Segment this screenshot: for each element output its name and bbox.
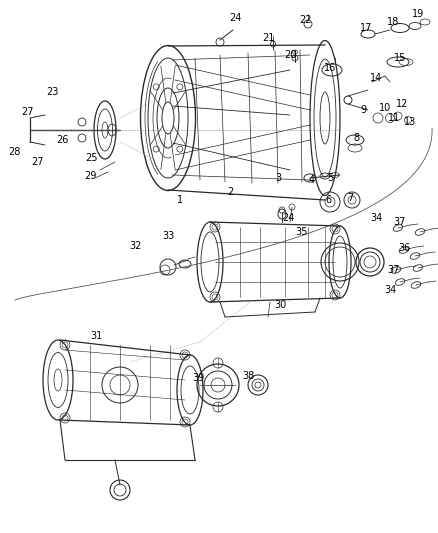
- Text: 26: 26: [56, 135, 68, 145]
- Text: 11: 11: [388, 113, 400, 123]
- Text: 22: 22: [299, 15, 311, 25]
- Text: 17: 17: [360, 23, 372, 33]
- Text: 15: 15: [394, 53, 406, 63]
- Text: 35: 35: [296, 227, 308, 237]
- Text: 34: 34: [384, 285, 396, 295]
- Text: 30: 30: [274, 300, 286, 310]
- Text: 24: 24: [282, 213, 294, 223]
- Text: 39: 39: [192, 373, 204, 383]
- Text: 12: 12: [396, 99, 408, 109]
- Text: 27: 27: [32, 157, 44, 167]
- Text: 9: 9: [360, 105, 366, 115]
- Text: 36: 36: [398, 243, 410, 253]
- Text: 6: 6: [325, 195, 331, 205]
- Text: 21: 21: [262, 33, 274, 43]
- Text: 24: 24: [229, 13, 241, 23]
- Text: 25: 25: [86, 153, 98, 163]
- Text: 14: 14: [370, 73, 382, 83]
- Text: 20: 20: [284, 50, 296, 60]
- Text: 16: 16: [324, 63, 336, 73]
- Text: 4: 4: [309, 175, 315, 185]
- Text: 19: 19: [412, 9, 424, 19]
- Text: 13: 13: [404, 117, 416, 127]
- Text: 2: 2: [227, 187, 233, 197]
- Text: 37: 37: [394, 217, 406, 227]
- Text: 5: 5: [327, 173, 333, 183]
- Text: 3: 3: [275, 173, 281, 183]
- Text: 27: 27: [22, 107, 34, 117]
- Text: 23: 23: [46, 87, 58, 97]
- Text: 18: 18: [387, 17, 399, 27]
- Text: 38: 38: [242, 371, 254, 381]
- Text: 8: 8: [353, 133, 359, 143]
- Text: 29: 29: [84, 171, 96, 181]
- Text: 1: 1: [177, 195, 183, 205]
- Text: 10: 10: [379, 103, 391, 113]
- Text: 34: 34: [370, 213, 382, 223]
- Text: 31: 31: [90, 331, 102, 341]
- Text: 7: 7: [347, 193, 353, 203]
- Text: 28: 28: [8, 147, 20, 157]
- Text: 33: 33: [162, 231, 174, 241]
- Text: 32: 32: [130, 241, 142, 251]
- Text: 37: 37: [387, 265, 399, 275]
